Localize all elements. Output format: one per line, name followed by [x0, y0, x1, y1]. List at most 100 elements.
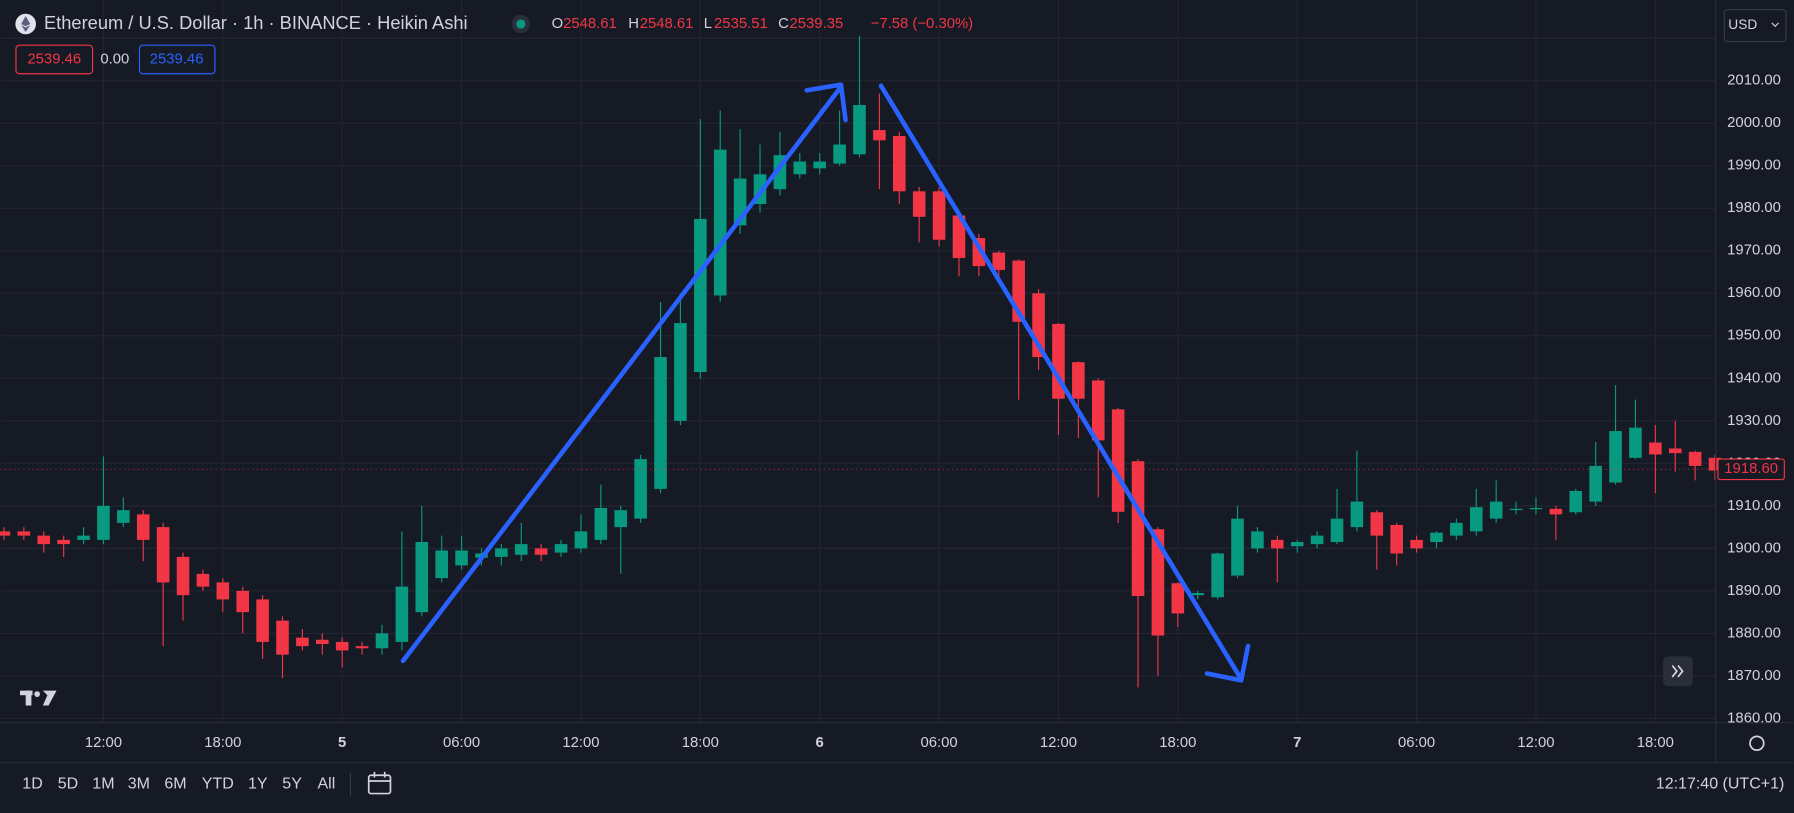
candle-body: [574, 531, 588, 549]
grid: [0, 0, 1716, 723]
candle-body: [1330, 518, 1344, 542]
candle-body: [17, 531, 31, 536]
y-tick-label: 1940.00: [1727, 370, 1781, 386]
currency-caret[interactable]: [1771, 22, 1780, 28]
spread: 0.00: [100, 51, 129, 67]
range-button[interactable]: All: [318, 776, 336, 793]
symbol-title: Ethereum / U.S. Dollar · 1h · BINANCE · …: [44, 12, 468, 33]
time-axis: 12:00 18:00 5 06:00 12:00 18:00 6 06:00 12:00 18:…: [85, 735, 1674, 751]
clock: 12:17:40 (UTC+1): [1656, 776, 1785, 793]
candle-body: [674, 323, 687, 421]
y-tick-label: 1880.00: [1727, 625, 1781, 641]
candle-body: [176, 556, 190, 596]
candle-body: [1310, 535, 1324, 545]
candle-body: [156, 527, 170, 583]
ask-box[interactable]: [138, 44, 216, 75]
y-tick-label: 2000.00: [1727, 115, 1781, 131]
x-tick-label: 18:00: [1159, 735, 1196, 751]
candle-body: [1450, 522, 1463, 536]
candle-body: [276, 620, 289, 655]
candle-body: [1469, 507, 1483, 532]
candle-body: [833, 144, 846, 164]
candle-body: [694, 218, 707, 372]
range-button[interactable]: 1M: [92, 776, 114, 793]
candle-body: [375, 633, 389, 649]
currency-button[interactable]: [1723, 9, 1787, 43]
ohlc-value: 2548.61: [640, 16, 694, 32]
x-tick-label: 7: [1293, 735, 1301, 751]
y-tick-label: 1910.00: [1727, 498, 1781, 514]
candle-body: [435, 550, 448, 579]
x-tick-label: 06:00: [443, 735, 480, 751]
bid-price[interactable]: 2539.46: [27, 51, 81, 67]
candle-body: [1649, 442, 1662, 455]
scroll-icon[interactable]: [1671, 664, 1678, 678]
date-range-icon[interactable]: [367, 771, 392, 795]
candle-body: [1410, 539, 1423, 549]
candle-body: [1370, 512, 1384, 536]
candle-body: [136, 514, 150, 540]
candle-body: [236, 590, 250, 613]
ohlc-value: 2535.51: [714, 16, 768, 32]
candle-body: [296, 637, 309, 647]
candle-body: [355, 646, 369, 649]
ask-price[interactable]: 2539.46: [150, 51, 204, 67]
candle-body: [1072, 362, 1085, 399]
candle-body: [1091, 380, 1105, 441]
price-marker-label: 1918.60: [1724, 461, 1778, 477]
candle-body: [395, 586, 409, 642]
range-button[interactable]: 1D: [22, 776, 42, 793]
y-tick-label: 1980.00: [1727, 200, 1781, 216]
range-button[interactable]: 6M: [164, 776, 186, 793]
range-button[interactable]: 5Y: [282, 776, 302, 793]
candle-body: [1111, 409, 1125, 512]
x-tick-label: 18:00: [1637, 735, 1674, 751]
candle-body: [335, 641, 349, 651]
y-tick-label: 1930.00: [1727, 413, 1781, 429]
x-tick-label: 12:00: [85, 735, 122, 751]
ohlc-label: C: [778, 16, 789, 32]
range-button[interactable]: 3M: [128, 776, 150, 793]
range-button[interactable]: 1Y: [248, 776, 268, 793]
tv-logo: [19, 690, 57, 706]
candle-body: [415, 542, 429, 613]
currency-label[interactable]: USD: [1728, 17, 1757, 32]
candle-body: [992, 252, 1006, 270]
y-tick-label: 1890.00: [1727, 583, 1781, 599]
candle-body: [932, 191, 946, 240]
candle-body: [1131, 461, 1145, 596]
candle-body: [654, 357, 667, 489]
trend-arrows: [400, 82, 1251, 683]
scroll-icon[interactable]: [1677, 664, 1684, 678]
candle-body: [37, 535, 51, 545]
candle-body: [952, 215, 966, 259]
y-tick-label: 1950.00: [1727, 328, 1781, 344]
x-tick-label: 06:00: [920, 735, 957, 751]
symbol-logo-glyph: [21, 16, 31, 33]
x-tick-label: 18:00: [682, 735, 719, 751]
y-tick-label: 1900.00: [1727, 540, 1781, 556]
bid-box[interactable]: [15, 44, 94, 75]
candle-body: [1350, 501, 1364, 528]
x-tick-label: 12:00: [1040, 735, 1077, 751]
settings-icon[interactable]: [1749, 735, 1765, 751]
candle-body: [1390, 524, 1403, 554]
candle-body: [0, 531, 11, 536]
candle-body: [57, 539, 70, 545]
range-button[interactable]: 5D: [58, 776, 78, 793]
down-arrow: [878, 83, 1244, 682]
scroll-button[interactable]: [1663, 656, 1693, 687]
candle-body: [196, 573, 210, 587]
candle-body: [1609, 431, 1622, 483]
candle-body: [455, 550, 468, 566]
y-tick-label: 1860.00: [1727, 710, 1781, 726]
candle-body: [495, 548, 508, 557]
candle-body: [514, 544, 528, 555]
candle-body: [97, 505, 110, 540]
toolbar: 1D 5D 1M 3M 6M YTD 1Y 5Y All: [22, 776, 335, 793]
range-button[interactable]: YTD: [202, 776, 234, 793]
candle-body: [256, 599, 269, 642]
price-marker-box: [1717, 458, 1785, 481]
